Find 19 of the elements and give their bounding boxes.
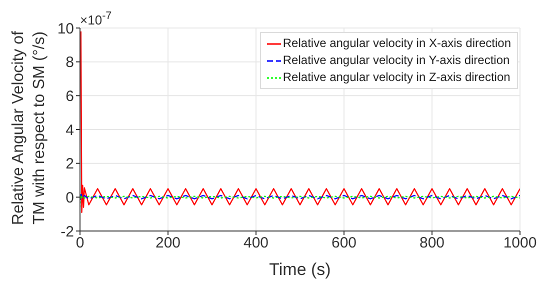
y-tick-label: 2 bbox=[66, 156, 74, 173]
y-tick-label: 0 bbox=[66, 189, 74, 206]
legend-label: Relative angular velocity in Y-axis direction bbox=[282, 52, 510, 69]
line-series bbox=[80, 30, 520, 213]
x-tick-label: 800 bbox=[419, 234, 445, 252]
y-tick-label: 8 bbox=[66, 54, 74, 72]
y-tick-label: 6 bbox=[66, 88, 74, 105]
x-axis-title: Time (s) bbox=[269, 260, 331, 280]
x-tick-label: 600 bbox=[331, 234, 357, 252]
text: ×10$^{-7}$ bbox=[80, 10, 112, 28]
y-tick-label: 10 bbox=[57, 20, 74, 38]
legend-label: Relative angular velocity in Z-axis direction bbox=[282, 69, 510, 86]
x-tick-label: 200 bbox=[155, 234, 181, 252]
legend-label: Relative angular velocity in X-axis direction bbox=[282, 35, 511, 52]
y-tick-label: 4 bbox=[66, 122, 74, 139]
x-tick-label: 1000 bbox=[503, 234, 537, 252]
x-tick-label: 400 bbox=[243, 234, 269, 252]
y-tick-label: -2 bbox=[60, 223, 74, 240]
y-axis-title: Relative Angular Velocity of TM with respect to SM (°/s) bbox=[9, 31, 49, 225]
